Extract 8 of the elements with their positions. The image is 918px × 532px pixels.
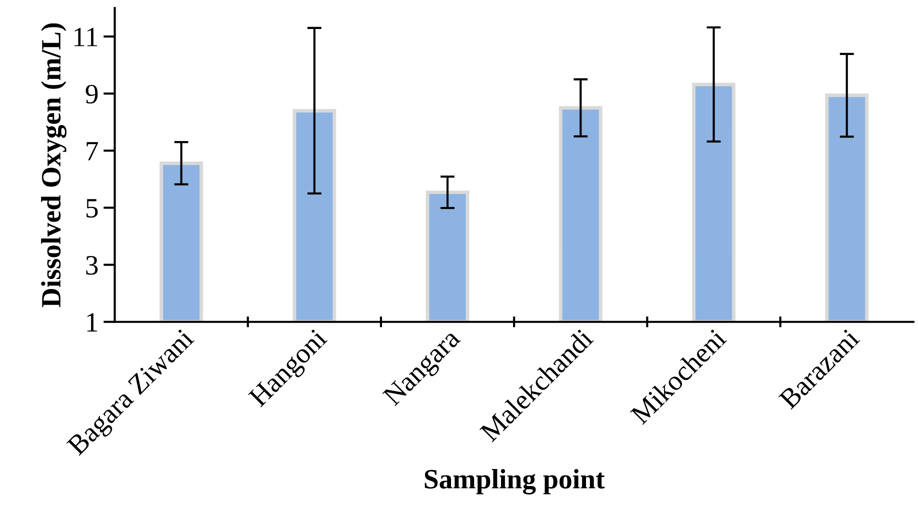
y-tick-label: 5 xyxy=(86,199,98,218)
y-tick-label: 3 xyxy=(86,256,98,275)
y-tick-label: 7 xyxy=(86,142,98,160)
y-tick-label: 9 xyxy=(86,84,98,104)
x-axis-title: Sampling point xyxy=(424,469,605,494)
y-tick-label: 1 xyxy=(87,313,98,332)
y-tick-label: 11 xyxy=(74,28,98,46)
y-axis-title: Dissolved Oxygen (m/L) xyxy=(41,23,66,308)
